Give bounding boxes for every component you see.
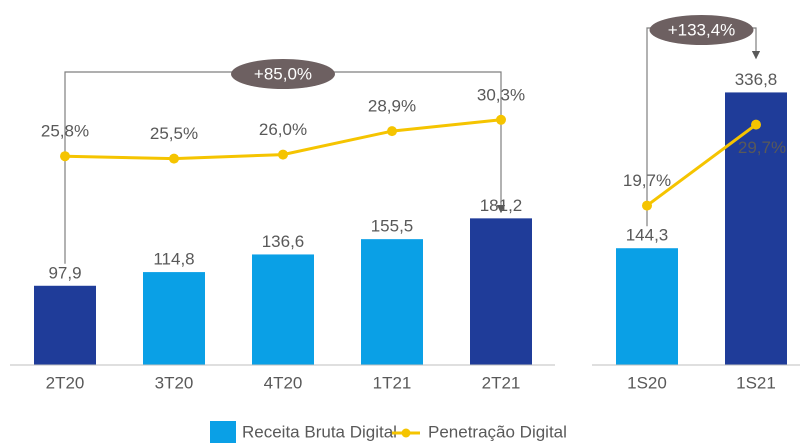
line-point	[387, 126, 397, 137]
x-tick-label: 2T21	[482, 373, 521, 392]
bar	[725, 92, 787, 366]
bar	[616, 248, 678, 365]
x-tick-label: 1S21	[736, 373, 776, 392]
line	[646, 123, 757, 207]
legend-label: Penetração Digital	[428, 422, 567, 441]
line-point	[642, 200, 652, 211]
x-tick-label: 1S20	[627, 373, 667, 392]
bar	[143, 272, 205, 365]
bar	[252, 254, 314, 365]
line-value-label: 26,0%	[259, 120, 307, 139]
bar	[361, 239, 423, 365]
line-point	[751, 119, 761, 130]
x-tick-label: 3T20	[155, 373, 194, 392]
annotation-label: +85,0%	[254, 64, 312, 83]
bar	[470, 218, 532, 365]
bar-value-label: 336,8	[735, 70, 778, 89]
line-point	[278, 149, 288, 160]
annotation-badge	[649, 15, 754, 45]
x-tick-label: 4T20	[264, 373, 303, 392]
x-tick-label: 1T21	[373, 373, 412, 392]
x-tick-label: 2T20	[46, 373, 85, 392]
bar-value-label: 97,9	[48, 263, 81, 282]
bar-value-label: 136,6	[262, 232, 305, 251]
bar-value-label: 155,5	[371, 217, 414, 236]
bar-value-label: 144,3	[626, 226, 669, 245]
line-value-label: 19,7%	[623, 171, 671, 190]
annotation-label: +133,4%	[668, 20, 736, 39]
line-value-label: 30,3%	[477, 85, 525, 104]
line-value-label: 28,9%	[368, 97, 416, 116]
line-point	[496, 114, 506, 125]
bar	[34, 285, 96, 365]
legend-swatch-bar	[210, 421, 236, 443]
annotation-badge	[231, 59, 335, 89]
line-point	[60, 151, 70, 162]
line-value-label: 25,8%	[41, 122, 89, 141]
line-value-label: 25,5%	[150, 124, 198, 143]
bar-value-label: 114,8	[153, 250, 194, 269]
line-point	[169, 153, 179, 164]
legend-label: Receita Bruta Digital	[242, 422, 397, 441]
legend-swatch-dot	[401, 428, 411, 438]
line-value-label: 29,7%	[738, 138, 786, 157]
